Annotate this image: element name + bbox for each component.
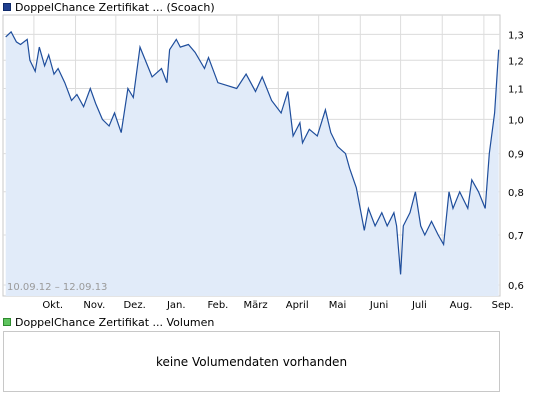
volume-legend-label: DoppelChance Zertifikat ... Volumen — [15, 315, 215, 329]
y-tick-label: 0,8 — [508, 188, 524, 199]
price-area-fill — [5, 31, 499, 297]
volume-legend: DoppelChance Zertifikat ... Volumen — [3, 315, 214, 329]
x-tick-label: Mai — [329, 300, 347, 311]
y-tick-label: 1,1 — [508, 85, 524, 96]
price-legend-label: DoppelChance Zertifikat ... (Scoach) — [15, 0, 215, 14]
x-tick-label: Feb. — [207, 300, 228, 311]
x-tick-label: Nov. — [83, 300, 105, 311]
x-tick-label: Jan. — [166, 300, 186, 311]
x-tick-label: Dez. — [123, 300, 145, 311]
price-line[interactable] — [5, 30, 500, 275]
volume-legend-swatch — [3, 318, 11, 326]
x-tick-label: Okt. — [42, 300, 63, 311]
date-range-label: 10.09.12 – 12.09.13 — [7, 282, 107, 293]
y-tick-label: 0,7 — [508, 231, 524, 242]
y-tick-label: 0,9 — [508, 150, 524, 161]
y-tick-label: 1,3 — [508, 30, 524, 41]
x-tick-label: April — [286, 300, 309, 311]
price-legend-swatch — [3, 3, 11, 11]
x-tick-label: Juli — [411, 300, 427, 311]
volume-empty-message: keine Volumendaten vorhanden — [155, 354, 348, 369]
x-tick-label: Aug. — [450, 300, 473, 311]
y-tick-label: 1,2 — [508, 56, 524, 67]
y-axis-ticks: 1,3 1,2 1,1 1,0 0,9 0,8 0,7 0,6 — [508, 30, 524, 292]
x-tick-label: Juni — [369, 300, 388, 311]
x-tick-label: März — [243, 300, 267, 311]
x-tick-label: Sep. — [492, 300, 514, 311]
y-tick-label: 1,0 — [508, 115, 524, 126]
x-axis-ticks: Okt. Nov. Dez. Jan. Feb. März April Mai Juni Juli… — [42, 300, 513, 311]
price-chart: 1,3 1,2 1,1 1,0 0,9 0,8 0,7 0,6 Okt. Nov. Dez. Jan… — [2, 14, 524, 311]
y-tick-label: 0,6 — [508, 281, 524, 292]
price-legend: DoppelChance Zertifikat ... (Scoach) — [3, 0, 215, 14]
volume-panel: keine Volumendaten vorhanden — [3, 331, 500, 392]
